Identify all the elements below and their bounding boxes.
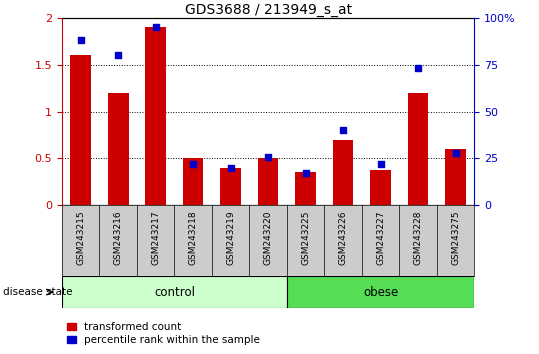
Text: disease state: disease state	[3, 287, 72, 297]
Bar	[258, 159, 279, 205]
Text: GSM243226: GSM243226	[338, 210, 348, 265]
Point	[339, 127, 348, 133]
Point	[301, 171, 310, 176]
Text: obese: obese	[363, 286, 398, 298]
Bar	[445, 149, 466, 205]
Bar	[183, 159, 204, 205]
Point	[189, 161, 197, 167]
Bar	[333, 139, 354, 205]
Bar	[370, 170, 391, 205]
Point	[114, 52, 122, 58]
Text: GSM243227: GSM243227	[376, 210, 385, 265]
Point	[376, 161, 385, 167]
Bar	[295, 172, 316, 205]
Bar	[146, 27, 166, 205]
Text: GSM243220: GSM243220	[264, 210, 273, 265]
Text: control: control	[154, 286, 195, 298]
Point	[451, 150, 460, 156]
Text: GSM243215: GSM243215	[76, 210, 85, 265]
Bar	[62, 276, 287, 308]
Bar	[408, 93, 429, 205]
Legend: transformed count, percentile rank within the sample: transformed count, percentile rank withi…	[67, 322, 260, 345]
Text: GSM243218: GSM243218	[189, 210, 198, 265]
Text: GSM243228: GSM243228	[413, 210, 423, 265]
Bar	[220, 168, 241, 205]
Point	[414, 65, 423, 71]
Text: GSM243219: GSM243219	[226, 210, 235, 265]
Point	[77, 38, 85, 43]
Bar	[108, 93, 128, 205]
Text: GSM243216: GSM243216	[114, 210, 123, 265]
Point	[151, 24, 160, 30]
Title: GDS3688 / 213949_s_at: GDS3688 / 213949_s_at	[184, 3, 352, 17]
Point	[264, 154, 273, 159]
Point	[226, 165, 235, 171]
Bar	[71, 55, 91, 205]
Text: GSM243225: GSM243225	[301, 210, 310, 265]
Text: GSM243275: GSM243275	[451, 210, 460, 265]
Text: GSM243217: GSM243217	[151, 210, 160, 265]
Bar	[287, 276, 474, 308]
